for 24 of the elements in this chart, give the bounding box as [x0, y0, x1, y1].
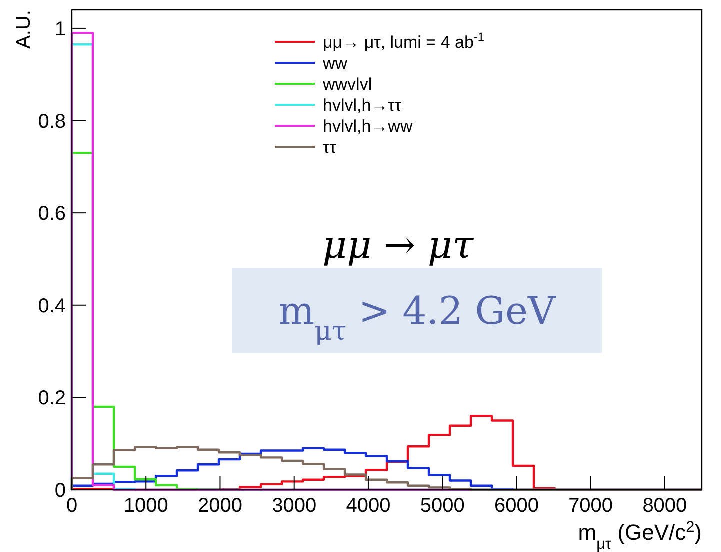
x-tick-label: 7000	[568, 495, 614, 517]
y-tick-label: 0.2	[38, 388, 66, 410]
y-tick-label: 1	[54, 18, 66, 40]
annotation: μμ → μτ	[322, 223, 475, 267]
x-tick-label: 5000	[420, 495, 465, 517]
x-axis-title: m$_{μτ}$ (GeV/c$^{2}$)	[578, 518, 702, 552]
x-tick-label: 1000	[124, 495, 168, 517]
y-tick-label: 0.8	[38, 110, 66, 133]
y-tick-label: 0.4	[38, 295, 66, 318]
legend-label: ττ	[323, 138, 337, 157]
x-tick-label: 3000	[272, 495, 317, 517]
y-tick-label: 0.6	[38, 203, 66, 226]
y-axis-title: A.U.	[13, 10, 35, 49]
annotation: m$_{μτ}$ > 4.2 GeV	[278, 289, 556, 346]
x-tick-label: 6000	[494, 495, 539, 517]
legend-label: hvlvl,h→ττ	[323, 96, 402, 115]
x-tick-label: 8000	[642, 495, 688, 517]
legend-label: wwvlvl	[322, 75, 372, 94]
legend-label: μμ→ μτ, lumi = 4 ab$^{-1}$	[323, 30, 485, 52]
x-tick-label: 4000	[346, 495, 391, 517]
legend-label: hvlvl,h→ww	[323, 117, 414, 136]
legend-label: ww	[322, 54, 348, 73]
y-tick-label: 0	[54, 480, 66, 502]
x-tick-label: 2000	[198, 495, 242, 517]
